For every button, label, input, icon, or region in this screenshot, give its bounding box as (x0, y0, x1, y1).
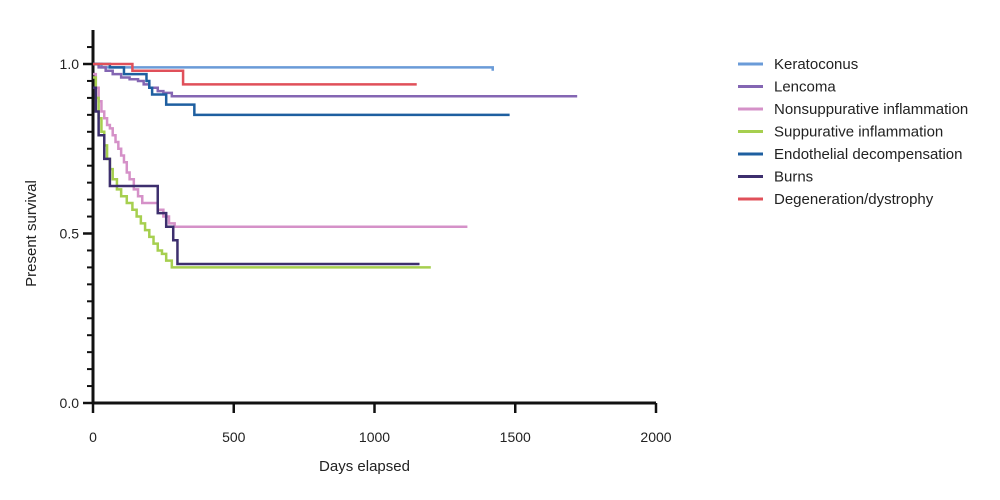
series-line-burns (93, 86, 420, 266)
y-tick-label: 0.0 (60, 395, 80, 411)
legend-label-suppurative-inflammation: Suppurative inflammation (774, 124, 943, 141)
x-axis-title: Days elapsed (319, 458, 410, 475)
x-tick-label: 2000 (640, 429, 671, 445)
legend-label-degeneration-dystrophy: Degeneration/dystrophy (774, 191, 934, 208)
y-tick-label: 0.5 (60, 226, 80, 242)
series-line-degeneration-dystrophy (93, 62, 417, 86)
legend-label-lencoma: Lencoma (774, 79, 836, 96)
legend-label-nonsuppurative-inflammation: Nonsuppurative inflammation (774, 101, 968, 118)
plot-lines (93, 62, 578, 269)
y-tick-label: 1.0 (60, 56, 80, 72)
x-tick-label: 1500 (500, 429, 531, 445)
legend: Keratoconus Lencoma Nonsuppurative inflamm… (738, 56, 968, 208)
series-line-endothelial-decompensation (93, 62, 510, 117)
axes: 0.0 0.5 1.0 0 500 1000 1500 2000 (60, 30, 672, 445)
series-line-lencoma (93, 62, 578, 98)
x-tick-label: 0 (89, 429, 97, 445)
series-line-suppurative-inflammation (93, 76, 431, 269)
x-tick-label: 500 (222, 429, 246, 445)
y-axis-title: Present survival (23, 180, 40, 287)
x-tick-label: 1000 (359, 429, 390, 445)
legend-label-keratoconus: Keratoconus (774, 56, 858, 73)
legend-label-endothelial-decompensation: Endothelial decompensation (774, 146, 962, 163)
legend-label-burns: Burns (774, 169, 813, 186)
